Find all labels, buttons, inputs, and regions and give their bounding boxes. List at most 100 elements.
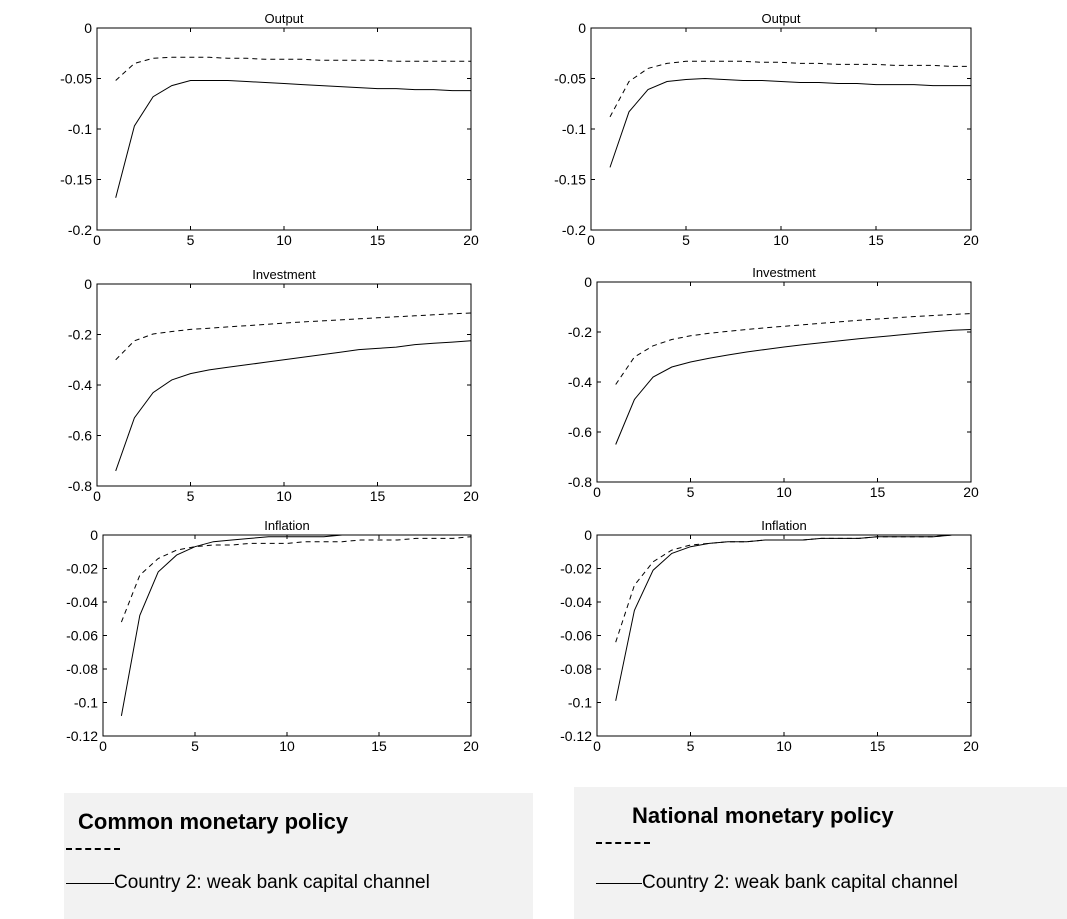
solid-series-line bbox=[615, 534, 971, 701]
y-tick-label: 0 bbox=[90, 527, 98, 543]
x-tick-label: 20 bbox=[963, 738, 979, 754]
y-tick-label: -0.1 bbox=[562, 121, 586, 137]
y-tick-label: -0.04 bbox=[66, 594, 98, 610]
y-tick-label: -0.08 bbox=[560, 661, 592, 677]
y-tick-label: -0.06 bbox=[560, 628, 592, 644]
solid-series-line bbox=[115, 80, 471, 198]
y-tick-label: 0 bbox=[84, 276, 92, 292]
y-tick-label: -0.12 bbox=[66, 728, 98, 744]
y-tick-label: -0.08 bbox=[66, 661, 98, 677]
x-tick-label: 15 bbox=[370, 232, 386, 248]
x-tick-label: 0 bbox=[99, 738, 107, 754]
chart-title: Output bbox=[264, 11, 303, 26]
solid-series-line bbox=[615, 329, 972, 445]
x-tick-label: 0 bbox=[93, 488, 101, 504]
x-tick-label: 20 bbox=[963, 484, 979, 500]
x-tick-label: 15 bbox=[870, 738, 886, 754]
legend-entry-solid: Country 2: weak bank capital channel bbox=[596, 872, 958, 894]
y-tick-label: -0.1 bbox=[68, 121, 92, 137]
y-tick-label: -0.8 bbox=[568, 474, 592, 490]
chart-title: Inflation bbox=[264, 518, 310, 533]
x-tick-label: 10 bbox=[776, 738, 792, 754]
y-tick-label: -0.15 bbox=[554, 172, 586, 188]
y-tick-label: -0.15 bbox=[60, 172, 92, 188]
y-tick-label: -0.6 bbox=[568, 424, 592, 440]
chart-title: Output bbox=[761, 11, 800, 26]
chart-title: Inflation bbox=[761, 518, 807, 533]
x-tick-label: 10 bbox=[276, 488, 292, 504]
x-tick-label: 5 bbox=[687, 738, 695, 754]
chart-title: Investment bbox=[752, 265, 816, 280]
x-tick-label: 0 bbox=[593, 738, 601, 754]
y-tick-label: -0.04 bbox=[560, 594, 592, 610]
dashed-line-sample bbox=[596, 842, 650, 844]
y-tick-label: -0.1 bbox=[74, 695, 98, 711]
x-tick-label: 20 bbox=[463, 232, 479, 248]
y-tick-label: -0.1 bbox=[568, 695, 592, 711]
legend-title: Common monetary policy bbox=[78, 809, 349, 834]
legend-common: Common monetary policy Country 2: weak b… bbox=[64, 793, 533, 919]
y-tick-label: -0.2 bbox=[568, 324, 592, 340]
plot-frame bbox=[590, 27, 972, 231]
legend-label: Country 2: weak bank capital channel bbox=[642, 872, 958, 893]
plot-frame bbox=[596, 534, 972, 737]
solid-series-line bbox=[115, 340, 472, 472]
dashed-series-line bbox=[615, 313, 972, 385]
y-tick-label: 0 bbox=[578, 20, 586, 36]
x-tick-label: 0 bbox=[93, 232, 101, 248]
x-tick-label: 10 bbox=[773, 232, 789, 248]
y-tick-label: -0.02 bbox=[560, 561, 592, 577]
legend-national: National monetary policy Country 2: weak… bbox=[574, 787, 1067, 919]
solid-series-line bbox=[609, 77, 971, 168]
x-tick-label: 5 bbox=[682, 232, 690, 248]
legend-title: National monetary policy bbox=[632, 803, 894, 828]
y-tick-label: -0.05 bbox=[554, 71, 586, 87]
plot-frame bbox=[96, 283, 472, 487]
plot-frame bbox=[596, 281, 972, 483]
x-tick-label: 10 bbox=[279, 738, 295, 754]
legend-entry-solid: Country 2: weak bank capital channel bbox=[66, 872, 430, 894]
plot-frame bbox=[102, 534, 472, 737]
y-tick-label: -0.6 bbox=[68, 428, 92, 444]
y-tick-label: 0 bbox=[584, 527, 592, 543]
x-tick-label: 10 bbox=[276, 232, 292, 248]
x-tick-label: 0 bbox=[593, 484, 601, 500]
x-tick-label: 10 bbox=[776, 484, 792, 500]
x-tick-label: 15 bbox=[870, 484, 886, 500]
solid-line-sample bbox=[66, 882, 114, 884]
legend-label: Country 2: weak bank capital channel bbox=[114, 872, 430, 893]
dashed-series-line bbox=[115, 56, 471, 81]
dashed-line-sample bbox=[66, 848, 120, 850]
x-tick-label: 5 bbox=[191, 738, 199, 754]
legend-entry-dashed bbox=[66, 848, 120, 850]
y-tick-label: -0.06 bbox=[66, 628, 98, 644]
y-tick-label: -0.4 bbox=[68, 377, 92, 393]
y-tick-label: -0.8 bbox=[68, 478, 92, 494]
y-tick-label: 0 bbox=[584, 274, 592, 290]
x-tick-label: 5 bbox=[687, 484, 695, 500]
y-tick-label: -0.2 bbox=[68, 222, 92, 238]
x-tick-label: 5 bbox=[187, 232, 195, 248]
legend-entry-dashed bbox=[596, 842, 650, 844]
chart-title: Investment bbox=[252, 267, 316, 282]
x-tick-label: 20 bbox=[463, 488, 479, 504]
plot-frame bbox=[96, 27, 472, 231]
y-tick-label: -0.2 bbox=[68, 327, 92, 343]
solid-series-line bbox=[120, 534, 471, 716]
y-tick-label: 0 bbox=[84, 20, 92, 36]
x-tick-label: 5 bbox=[187, 488, 195, 504]
x-tick-label: 20 bbox=[963, 232, 979, 248]
x-tick-label: 15 bbox=[371, 738, 387, 754]
y-tick-label: -0.05 bbox=[60, 71, 92, 87]
solid-line-sample bbox=[596, 882, 642, 884]
x-tick-label: 0 bbox=[587, 232, 595, 248]
x-tick-label: 15 bbox=[868, 232, 884, 248]
y-tick-label: -0.4 bbox=[568, 374, 592, 390]
y-tick-label: -0.02 bbox=[66, 561, 98, 577]
x-tick-label: 20 bbox=[463, 738, 479, 754]
x-tick-label: 15 bbox=[370, 488, 386, 504]
y-tick-label: -0.2 bbox=[562, 222, 586, 238]
dashed-series-line bbox=[609, 60, 971, 118]
y-tick-label: -0.12 bbox=[560, 728, 592, 744]
